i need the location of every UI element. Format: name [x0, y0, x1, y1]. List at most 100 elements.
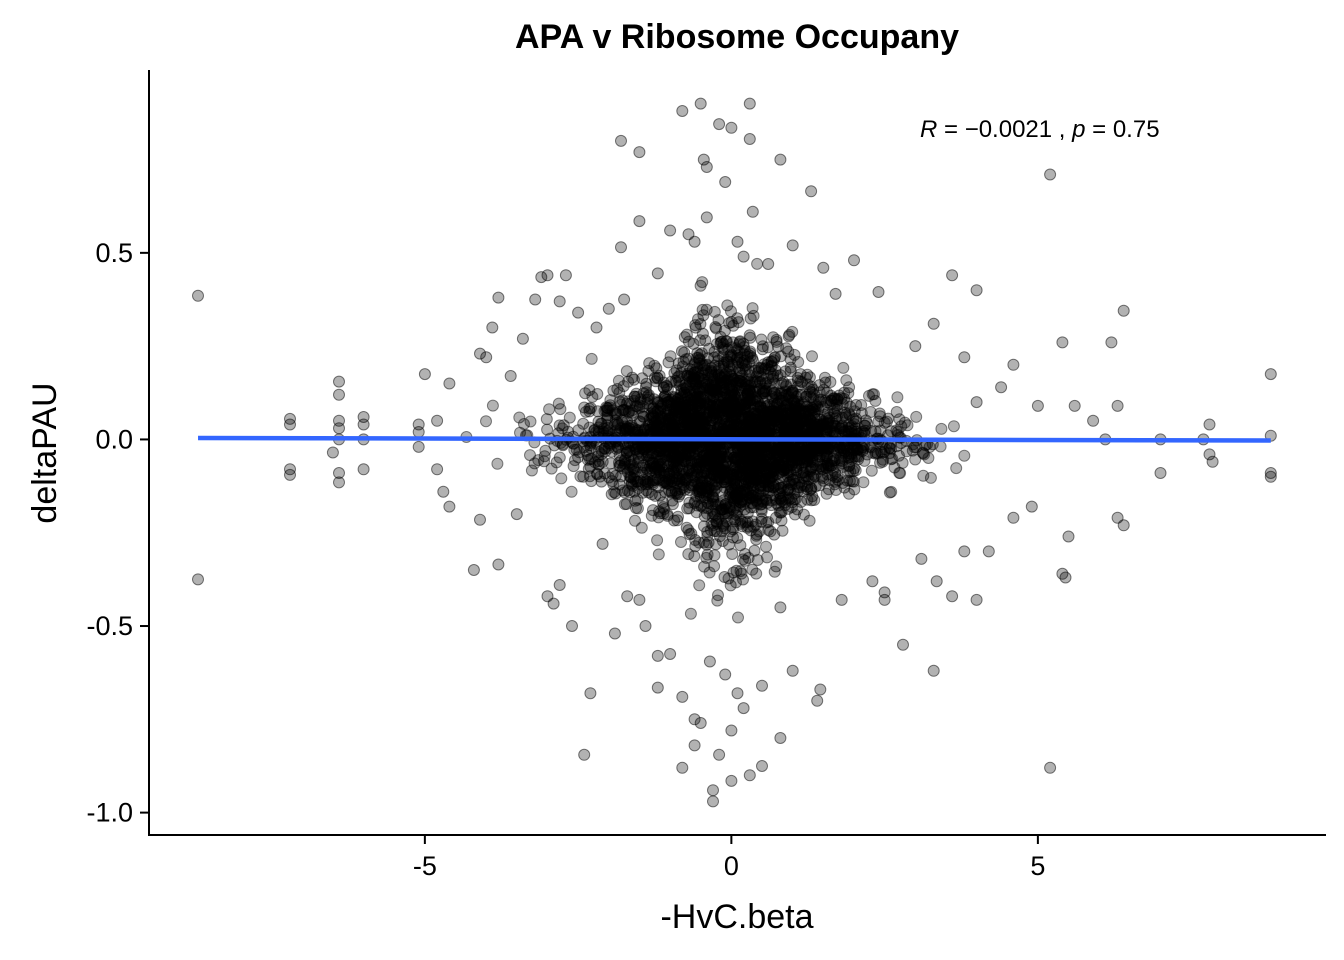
data-point: [800, 442, 813, 455]
data-point: [740, 397, 753, 410]
data-point: [679, 402, 692, 415]
data-point: [866, 575, 879, 588]
data-point: [697, 417, 710, 430]
data-point: [633, 146, 646, 159]
data-point: [732, 611, 744, 624]
data-point: [752, 456, 765, 469]
data-point: [743, 769, 756, 782]
data-point: [480, 351, 493, 364]
data-point: [743, 457, 756, 470]
data-point: [621, 590, 634, 603]
data-point: [841, 474, 854, 487]
data-point: [608, 486, 621, 499]
data-point: [630, 387, 643, 400]
data-point: [1068, 399, 1081, 412]
data-point: [812, 394, 825, 407]
data-point: [713, 118, 726, 131]
data-point: [680, 328, 693, 341]
data-point: [836, 411, 849, 424]
data-point: [803, 371, 816, 384]
data-point: [717, 494, 730, 507]
y-tick-label: 0.5: [95, 238, 133, 268]
data-point: [696, 475, 709, 488]
data-point: [764, 525, 777, 538]
data-point: [676, 467, 689, 480]
data-point: [697, 153, 710, 166]
data-point: [714, 471, 727, 484]
data-point: [719, 668, 732, 681]
data-point: [706, 383, 719, 396]
data-point: [768, 447, 781, 460]
data-point: [728, 461, 741, 474]
data-point: [774, 369, 787, 382]
data-point: [712, 354, 725, 367]
data-point: [767, 331, 780, 344]
data-point: [710, 386, 723, 399]
data-point: [664, 648, 677, 660]
data-point: [739, 446, 752, 459]
data-point: [1044, 168, 1057, 181]
data-point: [711, 594, 724, 607]
data-point: [706, 419, 719, 432]
data-point: [739, 485, 752, 498]
data-point: [707, 442, 720, 455]
data-point: [357, 418, 370, 431]
data-point: [1105, 336, 1118, 349]
data-point: [694, 279, 707, 292]
data-point: [717, 399, 730, 412]
data-point: [1117, 304, 1130, 317]
data-point: [730, 508, 743, 520]
data-point: [675, 396, 688, 409]
data-point: [674, 483, 687, 496]
data-point: [958, 449, 971, 462]
data-point: [640, 386, 653, 399]
data-point: [580, 445, 593, 457]
data-point: [850, 399, 863, 411]
data-point: [795, 388, 808, 401]
data-point: [734, 374, 746, 387]
data-point: [850, 425, 863, 438]
data-point: [615, 134, 627, 147]
data-point: [726, 358, 738, 371]
data-point: [611, 383, 624, 395]
data-point: [749, 391, 762, 404]
data-point: [798, 456, 811, 469]
data-point: [776, 408, 789, 421]
data-point: [849, 464, 862, 477]
data-point: [677, 404, 690, 417]
data-point: [708, 560, 721, 573]
data-point: [639, 620, 652, 632]
data-point: [547, 597, 560, 610]
data-point: [585, 475, 598, 488]
data-point: [872, 415, 885, 428]
data-point: [645, 509, 658, 522]
data-point: [652, 413, 665, 426]
data-point: [617, 404, 629, 417]
data-point: [743, 412, 756, 425]
data-point: [756, 679, 768, 692]
data-point: [1203, 418, 1216, 431]
data-point: [577, 417, 590, 430]
data-point: [725, 406, 737, 419]
data-point: [192, 573, 204, 586]
p-symbol: p: [1071, 116, 1085, 143]
data-point: [739, 418, 752, 431]
data-point: [804, 465, 817, 478]
data-point: [647, 447, 660, 460]
data-point: [838, 392, 851, 405]
data-point: [651, 267, 664, 280]
data-point: [713, 748, 726, 761]
data-point: [801, 410, 814, 423]
data-point: [802, 408, 815, 420]
data-point: [618, 454, 631, 467]
data-point: [650, 362, 663, 375]
data-point: [737, 250, 750, 263]
data-point: [724, 405, 737, 418]
data-point: [668, 448, 681, 461]
data-point: [614, 425, 627, 437]
data-point: [718, 424, 731, 437]
data-point: [691, 421, 704, 434]
data-point: [748, 544, 761, 557]
data-point: [746, 302, 759, 315]
